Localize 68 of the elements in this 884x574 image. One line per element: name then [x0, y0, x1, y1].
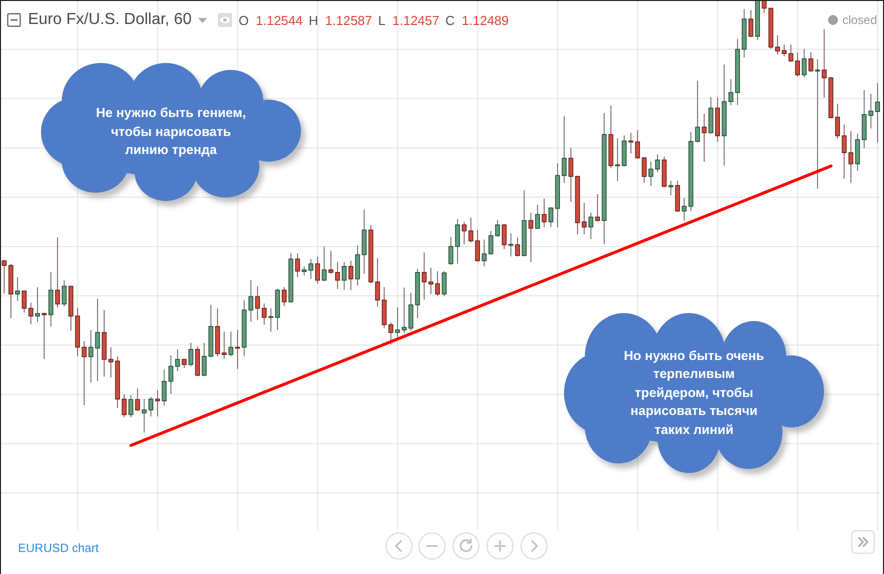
- candlestick: [15, 276, 20, 302]
- candlestick: [322, 246, 327, 282]
- candlestick: [342, 262, 347, 290]
- candlestick: [35, 286, 40, 323]
- candlestick: [815, 58, 820, 190]
- candlestick: [248, 280, 254, 322]
- candlestick: [542, 198, 547, 228]
- candlestick: [668, 180, 674, 196]
- candlestick: [315, 256, 320, 284]
- candlestick: [282, 286, 287, 307]
- candlestick: [128, 394, 134, 418]
- candlestick: [748, 9, 754, 38]
- text: EURUSD chart: [18, 541, 99, 555]
- candlestick: [222, 331, 227, 360]
- annotation: Но нужно быть очень терпеливым трейдером, чтобы нарисовать тысячи таких линий: [624, 346, 764, 439]
- candlestick: [188, 342, 194, 367]
- candlestick: [388, 322, 394, 346]
- candlestick: [295, 252, 300, 278]
- candlestick: [308, 258, 314, 280]
- candlestick: [255, 286, 260, 320]
- candlestick: [808, 52, 814, 72]
- candlestick: [782, 44, 787, 57]
- candlestick: [595, 194, 600, 222]
- candlestick: [22, 290, 27, 314]
- annotation: Не нужно быть гением, чтобы нарисовать линию тренда: [96, 104, 246, 160]
- candlestick: [28, 302, 34, 325]
- candlestick: [148, 396, 154, 417]
- annotation: O 1.12544 H 1.12587 L 1.12457 C 1.12489: [238, 12, 509, 28]
- candlestick: [682, 198, 687, 222]
- candlestick: [642, 156, 647, 184]
- candlestick: [562, 115, 567, 184]
- candlestick: [702, 113, 707, 162]
- candlestick: [822, 28, 827, 98]
- candlestick: [528, 212, 534, 263]
- candlestick: [482, 239, 487, 267]
- candlestick: [535, 204, 540, 230]
- candlestick: [122, 394, 127, 418]
- candlestick: [202, 342, 207, 377]
- candlestick: [235, 329, 240, 370]
- candlestick: [162, 368, 167, 406]
- candlestick: [842, 124, 847, 180]
- text: Euro Fx/U.S. Dollar, 60: [28, 11, 192, 29]
- candlestick: [142, 398, 147, 433]
- candlestick: [802, 48, 807, 78]
- candlestick: [302, 266, 307, 276]
- candlestick: [2, 260, 7, 294]
- candlestick: [582, 202, 587, 235]
- candlestick: [135, 388, 140, 412]
- candlestick: [515, 236, 520, 257]
- candlestick: [155, 390, 160, 417]
- candlestick: [62, 280, 67, 308]
- candlestick: [402, 287, 407, 334]
- candlestick: [502, 223, 507, 250]
- candlestick: [42, 312, 47, 360]
- candlestick: [615, 138, 620, 182]
- candlestick: [348, 260, 354, 291]
- candlestick: [462, 221, 467, 245]
- candlestick: [395, 306, 400, 339]
- candlestick: [82, 340, 87, 406]
- candlestick: [508, 233, 514, 257]
- candlestick: [262, 303, 267, 326]
- candlestick: [55, 236, 60, 308]
- candlestick: [228, 331, 234, 357]
- candlestick: [848, 130, 854, 184]
- candlestick: [442, 270, 447, 297]
- annotation: closed: [842, 13, 877, 27]
- candlestick: [422, 252, 427, 300]
- candlestick: [588, 212, 594, 240]
